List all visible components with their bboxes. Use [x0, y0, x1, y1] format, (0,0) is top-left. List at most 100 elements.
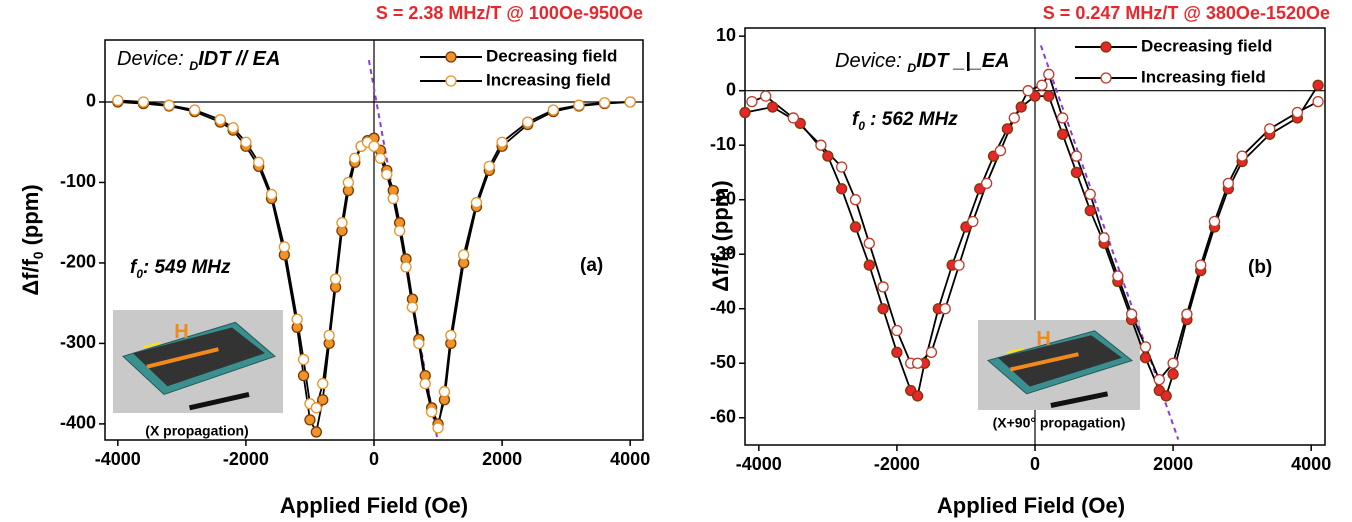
panel-label: (b) [1248, 257, 1272, 278]
marker [278, 241, 290, 253]
y-tick-label: -20 [710, 188, 736, 208]
marker [214, 114, 226, 126]
marker [911, 357, 924, 369]
marker [760, 90, 772, 102]
marker [368, 140, 380, 152]
legend-label: Increasing field [1141, 67, 1266, 86]
marker [1056, 112, 1069, 124]
marker [925, 346, 938, 358]
x-tick-label: 2000 [482, 449, 522, 469]
marker [1070, 150, 1083, 162]
marker [458, 249, 470, 261]
marker [323, 329, 335, 342]
f0-label-part: f [852, 109, 860, 130]
legend-marker [445, 75, 457, 87]
marker [598, 97, 611, 109]
marker [381, 168, 393, 181]
f0-label-part: 0 [858, 120, 865, 133]
device-label-part: D [907, 61, 916, 75]
inset-device-top [998, 335, 1122, 387]
f0-label: f0: 549 MHz [130, 257, 231, 281]
inset-field-label: H [1036, 328, 1050, 350]
y-tick-label: -200 [60, 252, 96, 272]
panel-label: (a) [580, 255, 603, 276]
marker [1043, 68, 1055, 80]
inset-wave-arrow [143, 341, 161, 349]
marker [336, 217, 348, 229]
marker [1312, 95, 1324, 108]
x-tick-label: 0 [369, 449, 379, 469]
x-axis-label: Applied Field (Oe) [937, 493, 1125, 518]
inset-arrow [1050, 391, 1109, 408]
legend-label: Decreasing field [1141, 36, 1272, 55]
marker [939, 303, 951, 315]
marker [265, 188, 278, 201]
marker [304, 414, 316, 426]
y-tick-label: -50 [710, 352, 736, 372]
y-axis-label-part: 0 [721, 247, 736, 255]
marker [739, 106, 751, 119]
marker [967, 215, 979, 228]
marker [822, 150, 834, 162]
marker [891, 324, 903, 337]
legend-marker [445, 51, 457, 63]
inset-field-arrow [146, 347, 219, 369]
x-tick-label: -2000 [223, 449, 269, 469]
marker [189, 104, 201, 116]
marker [1022, 85, 1034, 97]
marker [522, 116, 534, 128]
device-label: Device: DIDT _|_EA [835, 50, 1010, 75]
marker [815, 139, 827, 151]
inset-device-top [133, 327, 265, 387]
marker [1181, 308, 1193, 320]
marker [425, 406, 438, 418]
marker [746, 95, 758, 108]
marker [317, 394, 329, 406]
inset-field-arrow [1009, 352, 1079, 372]
x-tick-label: -4000 [736, 454, 782, 474]
marker [329, 273, 342, 285]
marker [1112, 270, 1124, 282]
marker [877, 281, 889, 293]
marker [1001, 123, 1014, 135]
marker [163, 99, 175, 111]
marker [291, 313, 303, 325]
marker [400, 261, 412, 273]
device-label-part: IDT _|_EA [916, 50, 1009, 72]
marker [1126, 308, 1138, 320]
device-label-part: IDT // EA [198, 48, 280, 70]
y-tick-label: -400 [60, 413, 96, 433]
y-axis-label-part: 0 [31, 251, 46, 259]
device-label: Device: DIDT // EA [117, 48, 280, 73]
marker [1195, 259, 1207, 271]
marker [317, 378, 329, 390]
marker [573, 99, 585, 111]
x-tick-label: 0 [1030, 454, 1040, 474]
marker [863, 237, 875, 249]
marker [1160, 390, 1172, 402]
marker [1043, 90, 1055, 102]
marker [297, 369, 310, 382]
y-axis-label-part: (ppm) [18, 184, 43, 251]
chart-title: S = 2.38 MHz/T @ 100Oe-950Oe [376, 3, 643, 23]
y-tick-label: 0 [86, 91, 96, 111]
marker [1208, 215, 1221, 228]
marker [438, 386, 451, 398]
y-axis-label: Δf/f0 (ppm) [708, 180, 736, 291]
marker [891, 346, 903, 358]
marker [1139, 352, 1152, 364]
marker [406, 301, 419, 313]
marker [387, 192, 399, 205]
marker [1139, 341, 1152, 353]
y-tick-label: 10 [716, 25, 736, 45]
marker [1036, 79, 1048, 91]
inset-caption: (X+90° propagation) [993, 415, 1126, 431]
marker [1264, 123, 1276, 135]
marker [547, 104, 559, 116]
marker [1291, 106, 1304, 119]
marker [1167, 368, 1179, 380]
marker [836, 183, 848, 195]
marker [1098, 232, 1110, 244]
y-axis-label-part: Δf/f [18, 258, 43, 295]
